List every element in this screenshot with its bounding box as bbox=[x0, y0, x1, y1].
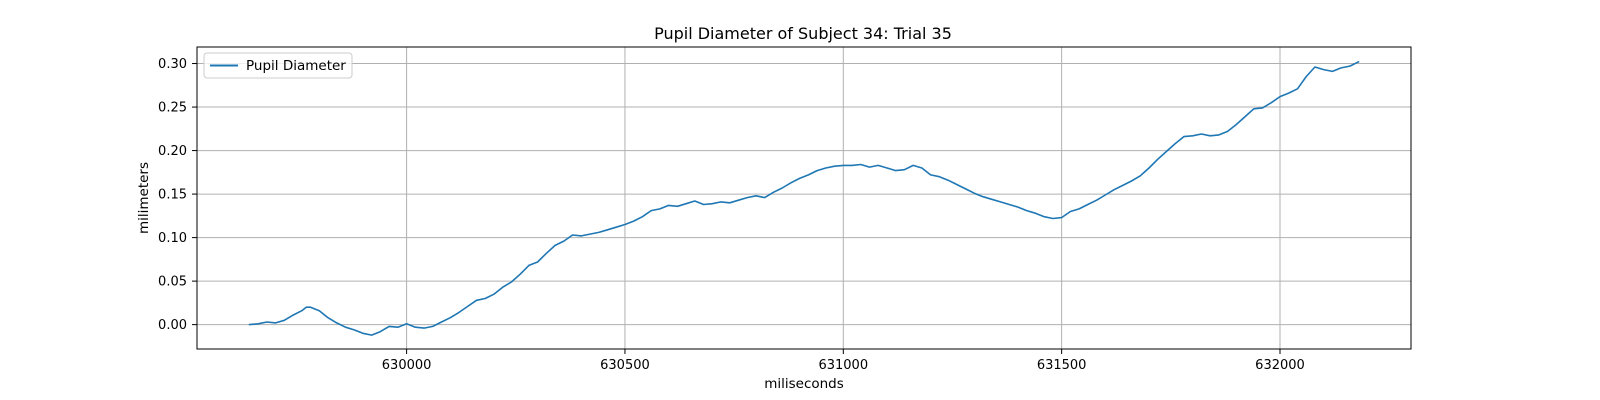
y-axis-title: milimeters bbox=[136, 162, 152, 234]
y-tick-label: 0.10 bbox=[158, 231, 187, 246]
y-tick-label: 0.15 bbox=[158, 188, 187, 203]
x-axis: 630000 630500 631000 631500 632000 bbox=[382, 349, 1305, 373]
y-axis: 0.00 0.05 0.10 0.15 0.20 0.25 0.30 bbox=[158, 57, 197, 333]
y-tick-label: 0.00 bbox=[158, 318, 187, 333]
legend: Pupil Diameter bbox=[203, 52, 353, 79]
grid-lines bbox=[197, 47, 1411, 349]
x-axis-title: miliseconds bbox=[764, 376, 844, 392]
series-line-pupil-diameter bbox=[248, 61, 1360, 336]
x-tick-label: 632000 bbox=[1255, 358, 1305, 373]
y-tick-label: 0.05 bbox=[158, 275, 187, 290]
y-tick-label: 0.25 bbox=[158, 101, 187, 116]
series-layer bbox=[248, 61, 1360, 336]
y-tick-label: 0.20 bbox=[158, 144, 187, 159]
chart-title: Pupil Diameter of Subject 34: Trial 35 bbox=[654, 24, 952, 43]
y-tick-label: 0.30 bbox=[158, 57, 187, 72]
x-tick-label: 631500 bbox=[1037, 358, 1087, 373]
x-tick-label: 631000 bbox=[818, 358, 868, 373]
x-tick-label: 630000 bbox=[382, 358, 432, 373]
legend-label: Pupil Diameter bbox=[246, 58, 346, 74]
plot-frame bbox=[196, 46, 1412, 350]
legend-box bbox=[203, 52, 353, 79]
x-tick-label: 630500 bbox=[600, 358, 650, 373]
